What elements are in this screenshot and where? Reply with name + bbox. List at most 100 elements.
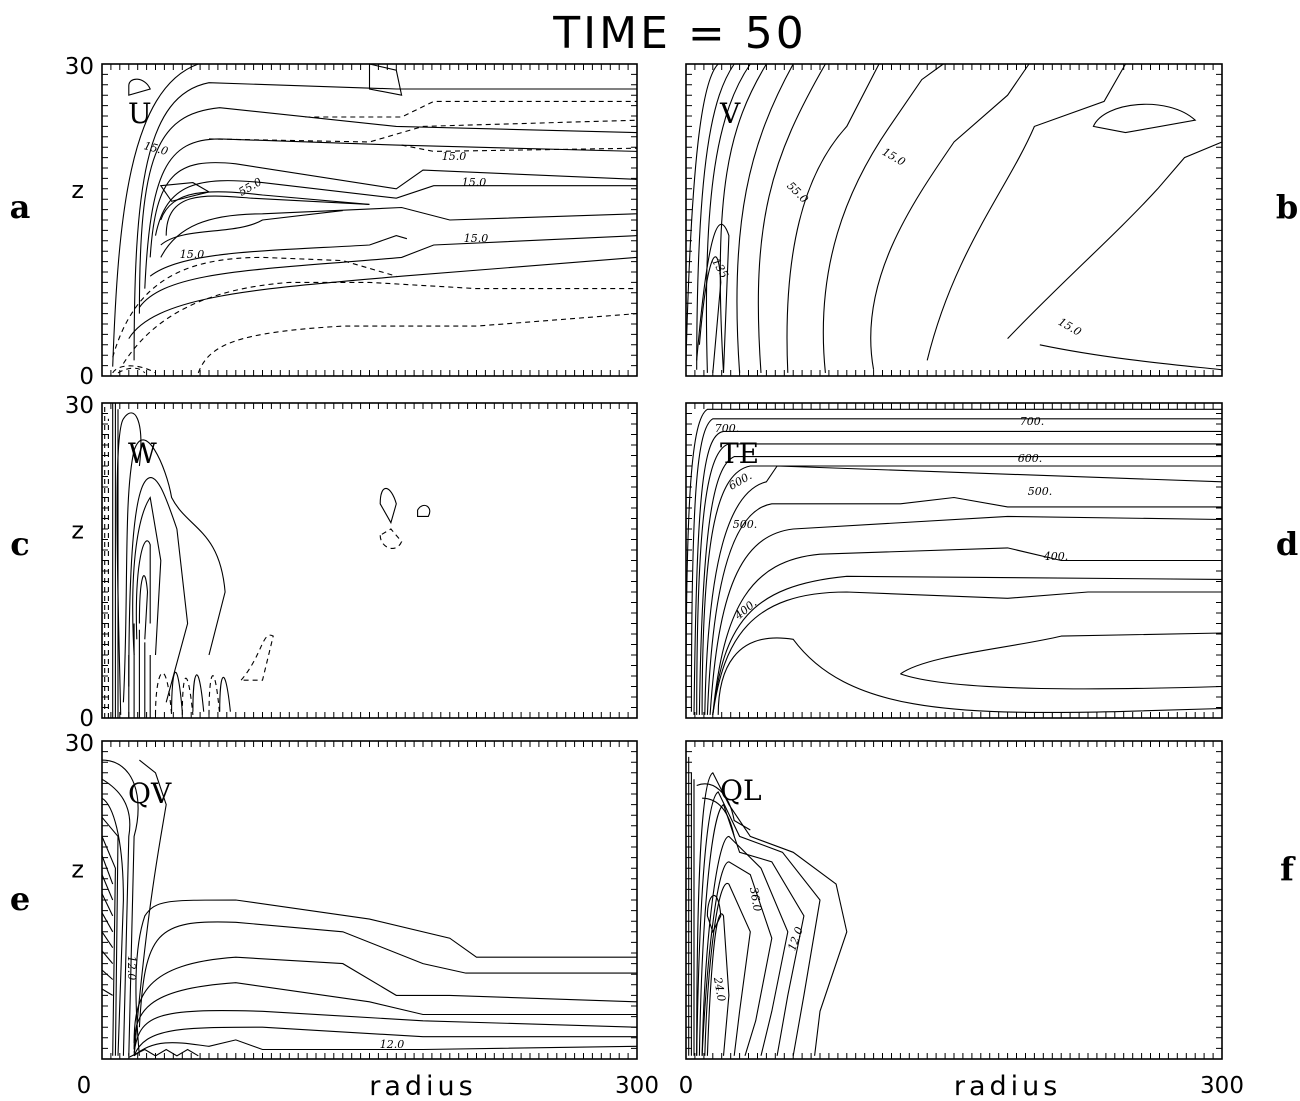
variable-label: QV: [128, 777, 172, 810]
contour-solid: [154, 180, 637, 236]
contour-solid: [101, 797, 124, 1056]
contour-solid: [719, 63, 767, 373]
contour-solid: [693, 430, 1222, 715]
panel-frame: [685, 63, 1223, 377]
contour-solid: [138, 235, 638, 308]
contour-solid: [704, 882, 751, 1056]
contour-label: 700.: [1020, 415, 1045, 428]
panel-frame: [685, 740, 1223, 1060]
axis-ticks: [101, 402, 638, 719]
contour-solid: [706, 913, 730, 1056]
contour-solid: [149, 235, 408, 277]
y-tick-label: 0: [79, 706, 94, 732]
y-tick-label: 0: [79, 364, 94, 390]
contour-solid: [696, 223, 730, 373]
panels: 15.015.055.015.015.015.0Ua z03015.055.013…: [10, 54, 1299, 1101]
contour-solid: [159, 182, 211, 202]
contour-solid: [101, 778, 131, 1056]
contour-dashed: [379, 528, 403, 550]
y-axis-label: z: [71, 516, 84, 544]
contour-solid: [870, 63, 1030, 370]
variable-label: V: [719, 97, 741, 130]
y-tick-label: 30: [65, 731, 94, 757]
panel-letter: d: [1276, 525, 1298, 563]
panel-frame: [101, 63, 638, 377]
panel-letter: b: [1276, 188, 1298, 226]
contour-solid: [133, 956, 638, 1044]
contour-label: 600.: [726, 469, 754, 493]
panel-letter: a: [10, 188, 31, 226]
contour-solid: [101, 816, 119, 1056]
contour-solid: [128, 623, 151, 718]
contour-dashed: [208, 675, 221, 715]
contour-solid: [701, 861, 773, 1056]
contour-solid: [165, 195, 370, 236]
contour-solid: [133, 82, 637, 361]
contour-solid: [138, 575, 149, 640]
contour-solid: [149, 162, 638, 258]
x-axis-label: radius: [369, 1071, 476, 1101]
contour-label: 15.0: [442, 150, 467, 163]
contour-solid: [1007, 141, 1223, 339]
contour-solid: [132, 496, 162, 656]
contour-solid: [219, 676, 231, 712]
contour-solid: [696, 783, 751, 831]
contour-dashed: [112, 365, 156, 374]
contour-label: 15.0: [464, 232, 489, 245]
contour-solid: [685, 408, 1222, 703]
contour-solid: [696, 791, 821, 1056]
panel-frame: [101, 402, 638, 719]
contour-label: 24.0: [711, 975, 728, 1002]
contour-solid: [900, 673, 1223, 690]
x-tick-label: 0: [77, 1073, 92, 1099]
contour-solid: [368, 63, 403, 96]
contour-solid: [101, 855, 114, 933]
contour-solid: [900, 632, 1223, 675]
contour-solid: [133, 1039, 638, 1057]
panel-frame: [101, 740, 638, 1060]
contour-label: 400.: [731, 596, 759, 622]
figure-title: TIME = 50: [552, 8, 806, 59]
contour-dashed: [197, 313, 638, 374]
contour-dashed: [305, 100, 637, 118]
contour-label: 15.0: [462, 176, 487, 189]
contour-dashed: [112, 256, 397, 358]
panel-d: 700. 700. 600. 600. 500. 500. 400. 400. TE d: [685, 402, 1298, 719]
contour-dashed: [122, 281, 637, 364]
contour-solid: [704, 465, 1223, 715]
y-axis-label: z: [71, 856, 84, 884]
contour-solid: [122, 439, 226, 703]
contour-solid: [144, 138, 638, 289]
contour-solid: [133, 1010, 638, 1053]
contour-solid: [696, 443, 1222, 715]
variable-label: TE: [720, 437, 759, 470]
contour-solid: [171, 671, 205, 712]
contour-solid: [706, 894, 722, 934]
contour-dashed: [401, 144, 638, 152]
contour-solid: [1039, 344, 1223, 371]
contour-solid: [133, 1026, 637, 1056]
contour-solid: [101, 759, 139, 1056]
y-axis-label: z: [71, 176, 84, 204]
contour-solid: [128, 78, 151, 96]
contour-label: 500.: [1028, 485, 1053, 498]
contour-solid: [138, 107, 638, 314]
axis-ticks: [685, 740, 1223, 1060]
contour-solid: [160, 206, 638, 258]
contour-solid: [138, 921, 637, 1028]
panel-c: Wc z 0 30: [10, 393, 638, 732]
contour-dashed: [154, 672, 194, 715]
contour-solid: [128, 256, 638, 339]
panel-letter: c: [10, 525, 29, 563]
contour-solid: [698, 256, 722, 373]
panel-letter: e: [10, 880, 30, 918]
variable-label: W: [128, 437, 157, 470]
contour-solid: [822, 63, 944, 373]
y-tick-label: 30: [65, 393, 94, 419]
contour-solid: [712, 547, 1222, 715]
contour-solid: [709, 515, 1223, 715]
x-axis-label: radius: [954, 1071, 1061, 1101]
contour-solid: [112, 63, 199, 367]
